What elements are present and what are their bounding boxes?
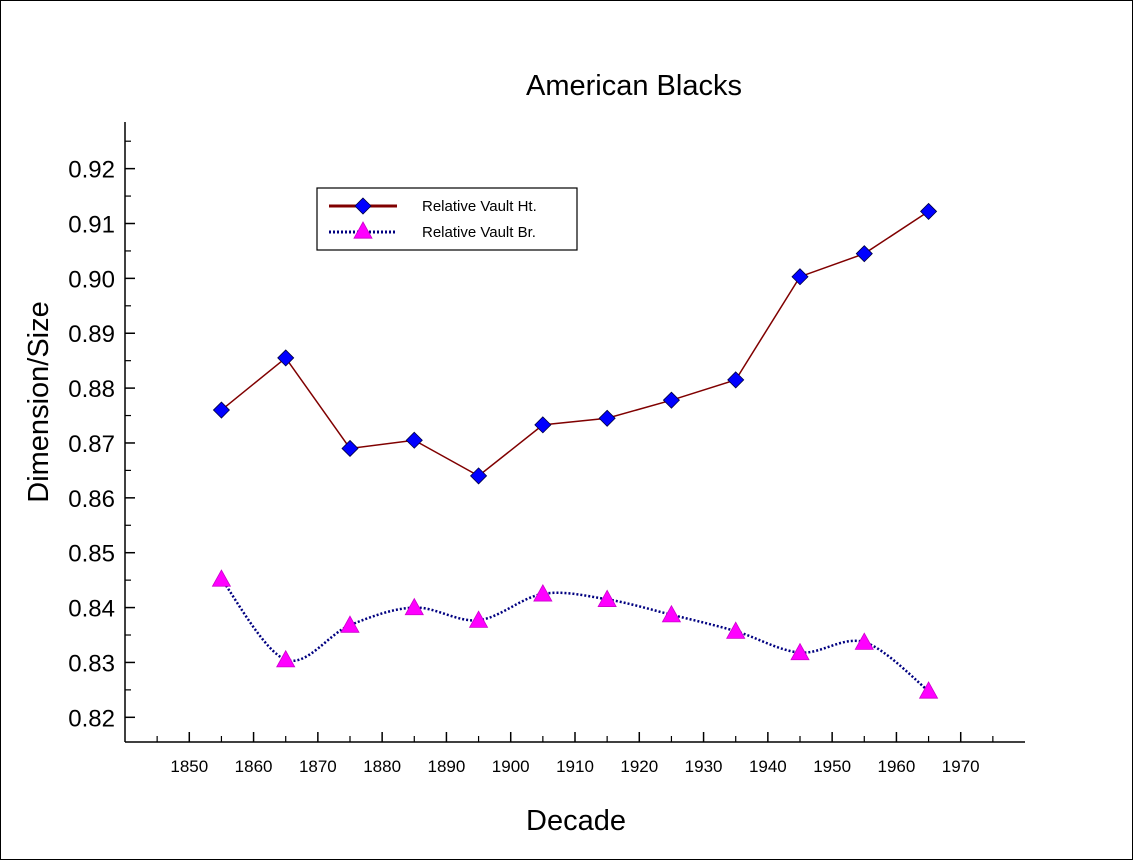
y-tick-label: 0.92 <box>68 157 115 184</box>
data-point <box>918 681 939 699</box>
x-tick-label: 1920 <box>620 757 658 776</box>
data-point <box>533 584 553 602</box>
x-tick-label: 1930 <box>685 757 723 776</box>
x-tick-label: 1950 <box>813 757 851 776</box>
x-tick-label: 1870 <box>299 757 337 776</box>
legend-item: Relative Vault Br. <box>329 221 536 241</box>
chart-title: American Blacks <box>526 70 742 102</box>
x-tick-label: 1960 <box>878 757 916 776</box>
data-point <box>662 391 680 409</box>
data-point <box>597 589 617 607</box>
series-layer <box>211 202 939 699</box>
axes: 0.82 0.83 0.84 0.85 0.86 0.87 0.88 0.89 0.90 0.91… <box>68 122 1025 776</box>
legend-label: Relative Vault Br. <box>422 224 536 241</box>
x-tick-label: 1970 <box>942 757 980 776</box>
y-tick-label: 0.88 <box>68 376 115 403</box>
data-point <box>277 349 295 367</box>
x-tick-label: 1850 <box>170 757 208 776</box>
data-point <box>791 268 809 286</box>
y-tick-label: 0.91 <box>68 212 115 239</box>
x-tick-label: 1940 <box>749 757 787 776</box>
data-point <box>405 431 423 449</box>
legend-item: Relative Vault Ht. <box>329 197 537 215</box>
y-tick-label: 0.89 <box>68 321 115 348</box>
y-tick-label: 0.85 <box>68 541 115 568</box>
data-point <box>404 597 424 616</box>
data-point <box>340 615 360 633</box>
data-point <box>468 610 489 628</box>
data-point <box>276 649 296 668</box>
data-point <box>341 439 359 458</box>
series-1 <box>212 202 938 485</box>
series-line <box>220 578 930 692</box>
x-tick-label: 1900 <box>492 757 530 776</box>
y-tick-label: 0.84 <box>68 596 115 623</box>
data-point <box>661 604 682 623</box>
series-line <box>220 210 929 477</box>
data-point <box>470 467 488 485</box>
y-tick-label: 0.86 <box>68 486 115 513</box>
data-point <box>211 569 232 587</box>
data-point <box>920 202 938 220</box>
data-point <box>855 245 873 263</box>
y-tick-label: 0.90 <box>68 266 115 293</box>
legend-box <box>316 187 578 251</box>
data-point <box>212 401 230 419</box>
x-axis-label: Decade <box>526 805 626 837</box>
y-tick-label: 0.82 <box>68 705 115 732</box>
x-tick-label: 1880 <box>363 757 401 776</box>
legend: Relative Vault Ht. Relative Vault Br. <box>316 187 578 251</box>
data-point <box>854 632 874 650</box>
y-tick-label: 0.87 <box>68 431 115 458</box>
legend-swatch-marker <box>353 221 373 239</box>
series-2 <box>211 569 939 699</box>
y-tick-label: 0.83 <box>68 650 115 677</box>
data-point <box>790 642 810 661</box>
data-point <box>534 416 552 434</box>
x-tick-label: 1860 <box>235 757 273 776</box>
legend-swatch-marker <box>354 197 372 215</box>
data-point <box>598 409 616 427</box>
data-point <box>727 371 745 389</box>
legend-label: Relative Vault Ht. <box>422 198 537 215</box>
x-tick-label: 1910 <box>556 757 594 776</box>
x-tick-label: 1890 <box>428 757 466 776</box>
data-point <box>726 621 746 639</box>
y-axis-label: Dimension/Size <box>23 301 55 502</box>
